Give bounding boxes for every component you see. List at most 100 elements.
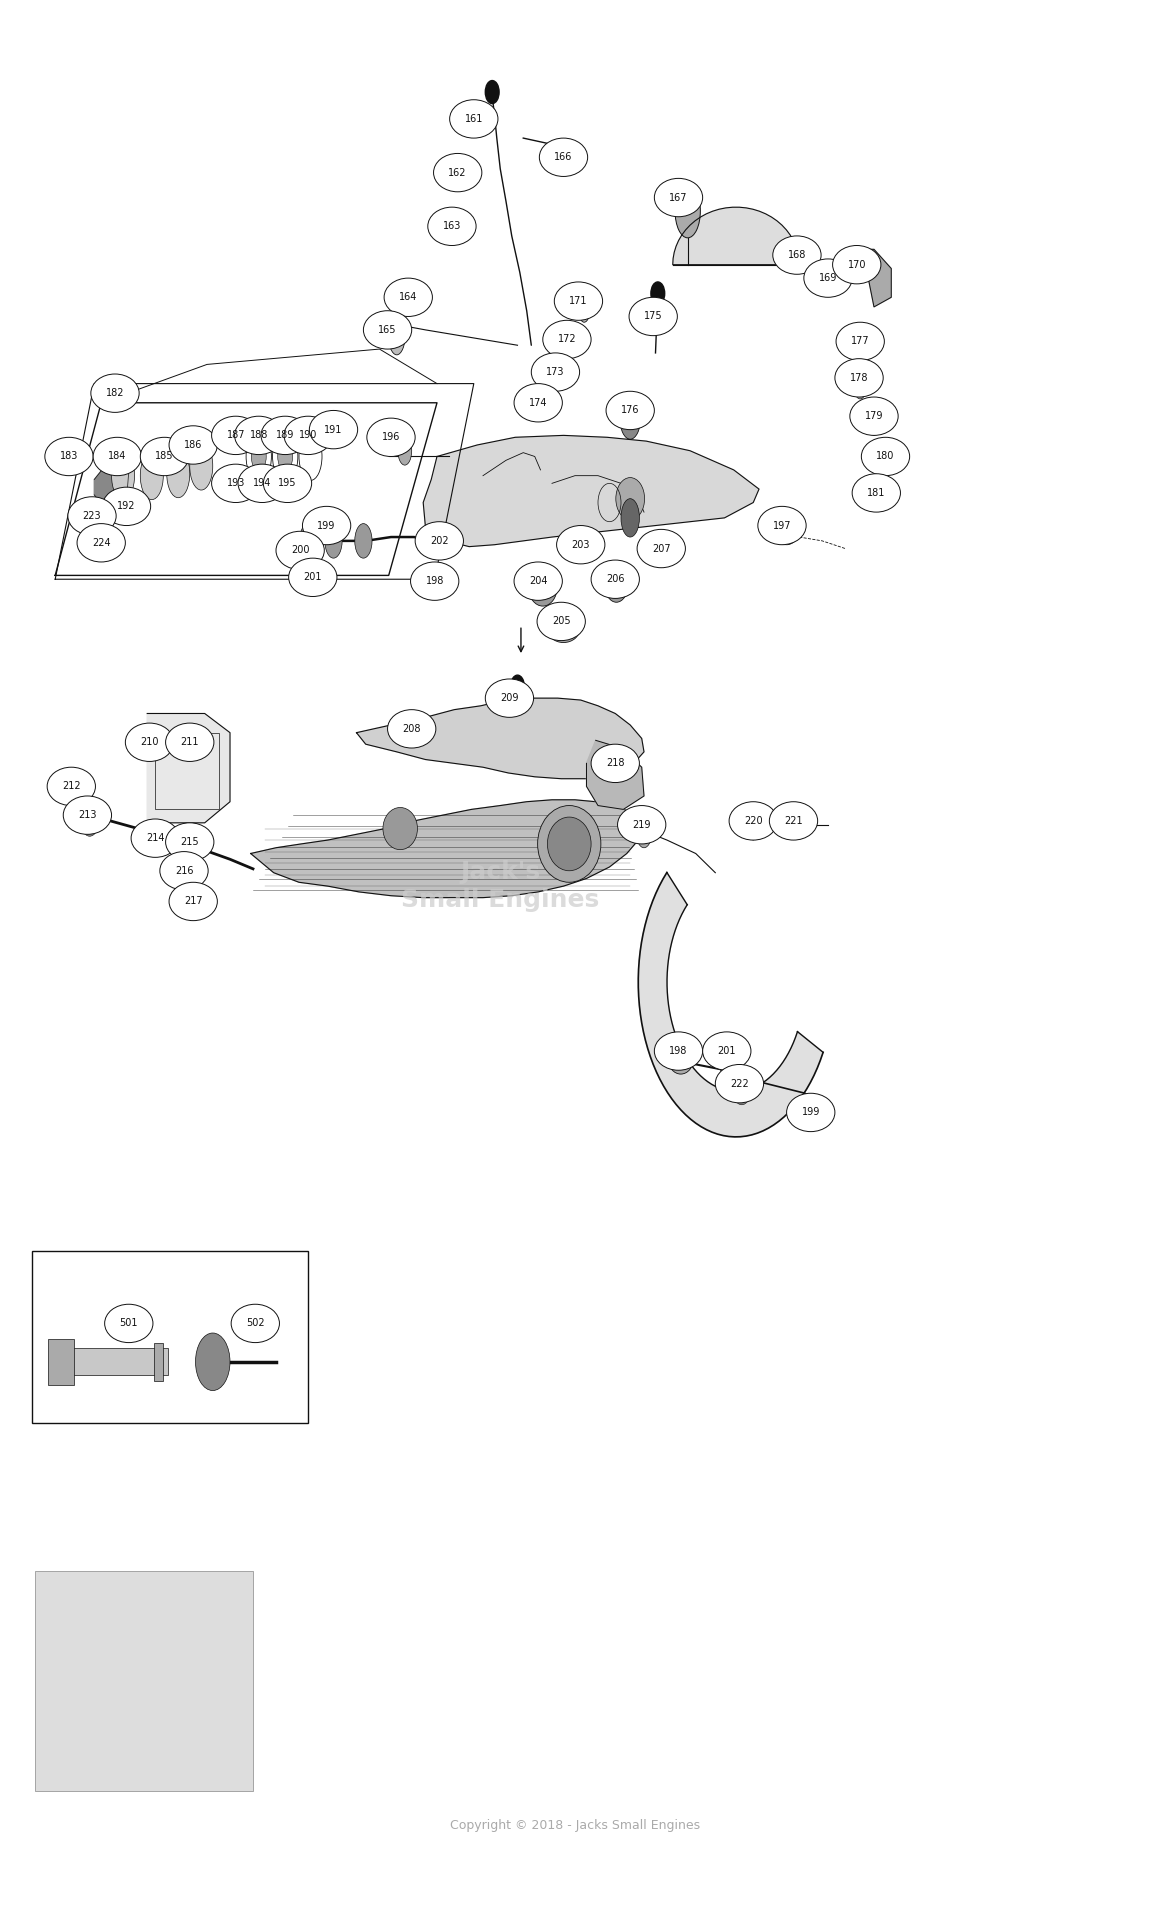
Ellipse shape xyxy=(167,451,190,497)
Bar xyxy=(154,1343,163,1381)
Ellipse shape xyxy=(606,391,654,430)
Ellipse shape xyxy=(804,259,852,297)
Text: 180: 180 xyxy=(876,451,895,462)
Ellipse shape xyxy=(383,807,417,850)
Text: 172: 172 xyxy=(558,334,576,345)
Text: 179: 179 xyxy=(865,410,883,422)
Ellipse shape xyxy=(868,409,880,435)
Polygon shape xyxy=(673,207,799,265)
Text: 176: 176 xyxy=(621,405,639,416)
Text: 209: 209 xyxy=(500,692,519,704)
Ellipse shape xyxy=(212,464,260,503)
Text: 198: 198 xyxy=(669,1045,688,1057)
Ellipse shape xyxy=(325,524,343,558)
Text: 188: 188 xyxy=(250,430,268,441)
Text: 183: 183 xyxy=(60,451,78,462)
Text: 162: 162 xyxy=(448,167,467,178)
Text: 219: 219 xyxy=(632,819,651,830)
Ellipse shape xyxy=(836,322,884,361)
Ellipse shape xyxy=(774,514,799,545)
Text: 163: 163 xyxy=(443,221,461,232)
Ellipse shape xyxy=(591,560,639,598)
Polygon shape xyxy=(356,698,644,779)
Ellipse shape xyxy=(716,1043,742,1074)
Text: 196: 196 xyxy=(382,432,400,443)
Text: 184: 184 xyxy=(108,451,126,462)
Text: 187: 187 xyxy=(227,430,245,441)
Text: 194: 194 xyxy=(253,478,271,489)
Text: 198: 198 xyxy=(426,575,444,587)
Ellipse shape xyxy=(166,723,214,761)
Ellipse shape xyxy=(675,184,700,238)
Ellipse shape xyxy=(773,236,821,274)
Text: 217: 217 xyxy=(184,896,202,907)
Ellipse shape xyxy=(539,138,588,176)
Polygon shape xyxy=(851,249,891,307)
Ellipse shape xyxy=(238,464,286,503)
Text: 193: 193 xyxy=(227,478,245,489)
Ellipse shape xyxy=(715,1064,764,1103)
Ellipse shape xyxy=(309,410,358,449)
Circle shape xyxy=(485,81,499,104)
Ellipse shape xyxy=(388,710,436,748)
Ellipse shape xyxy=(428,207,476,246)
Text: 208: 208 xyxy=(402,723,421,735)
Circle shape xyxy=(406,280,422,307)
Ellipse shape xyxy=(514,562,562,600)
Ellipse shape xyxy=(166,823,214,861)
Circle shape xyxy=(651,282,665,305)
Ellipse shape xyxy=(388,313,405,355)
Text: 186: 186 xyxy=(184,439,202,451)
Text: 173: 173 xyxy=(546,366,565,378)
Bar xyxy=(155,733,218,809)
Circle shape xyxy=(196,1333,230,1391)
Ellipse shape xyxy=(179,857,193,888)
Ellipse shape xyxy=(537,602,585,641)
Ellipse shape xyxy=(605,568,628,602)
Text: 161: 161 xyxy=(465,113,483,125)
Text: 207: 207 xyxy=(652,543,670,554)
Text: 501: 501 xyxy=(120,1318,138,1329)
Ellipse shape xyxy=(354,524,373,558)
Text: 166: 166 xyxy=(554,152,573,163)
Text: 169: 169 xyxy=(819,272,837,284)
Text: 212: 212 xyxy=(62,781,81,792)
Ellipse shape xyxy=(68,497,116,535)
Ellipse shape xyxy=(434,153,482,192)
Text: 502: 502 xyxy=(246,1318,264,1329)
Ellipse shape xyxy=(105,1304,153,1343)
Ellipse shape xyxy=(852,474,900,512)
Text: 201: 201 xyxy=(304,572,322,583)
Ellipse shape xyxy=(807,1095,826,1122)
Ellipse shape xyxy=(769,802,818,840)
Polygon shape xyxy=(94,456,129,514)
Ellipse shape xyxy=(835,359,883,397)
Text: 168: 168 xyxy=(788,249,806,261)
Text: 220: 220 xyxy=(744,815,762,827)
Ellipse shape xyxy=(850,397,898,435)
Text: 171: 171 xyxy=(569,295,588,307)
Polygon shape xyxy=(147,713,230,823)
Ellipse shape xyxy=(367,418,415,456)
Text: 197: 197 xyxy=(773,520,791,531)
Circle shape xyxy=(81,806,99,836)
Ellipse shape xyxy=(300,524,317,558)
Circle shape xyxy=(550,361,564,384)
Text: 204: 204 xyxy=(529,575,547,587)
Text: 181: 181 xyxy=(867,487,886,499)
Ellipse shape xyxy=(618,806,666,844)
Ellipse shape xyxy=(246,432,271,481)
Ellipse shape xyxy=(190,443,213,489)
Text: 192: 192 xyxy=(117,501,136,512)
Circle shape xyxy=(511,675,524,698)
Ellipse shape xyxy=(302,506,351,545)
Text: 165: 165 xyxy=(378,324,397,336)
Text: 182: 182 xyxy=(106,387,124,399)
Ellipse shape xyxy=(874,481,886,508)
Ellipse shape xyxy=(261,416,309,455)
Text: 216: 216 xyxy=(175,865,193,877)
Ellipse shape xyxy=(411,562,459,600)
Ellipse shape xyxy=(63,796,112,834)
Ellipse shape xyxy=(557,526,605,564)
Polygon shape xyxy=(586,740,644,809)
